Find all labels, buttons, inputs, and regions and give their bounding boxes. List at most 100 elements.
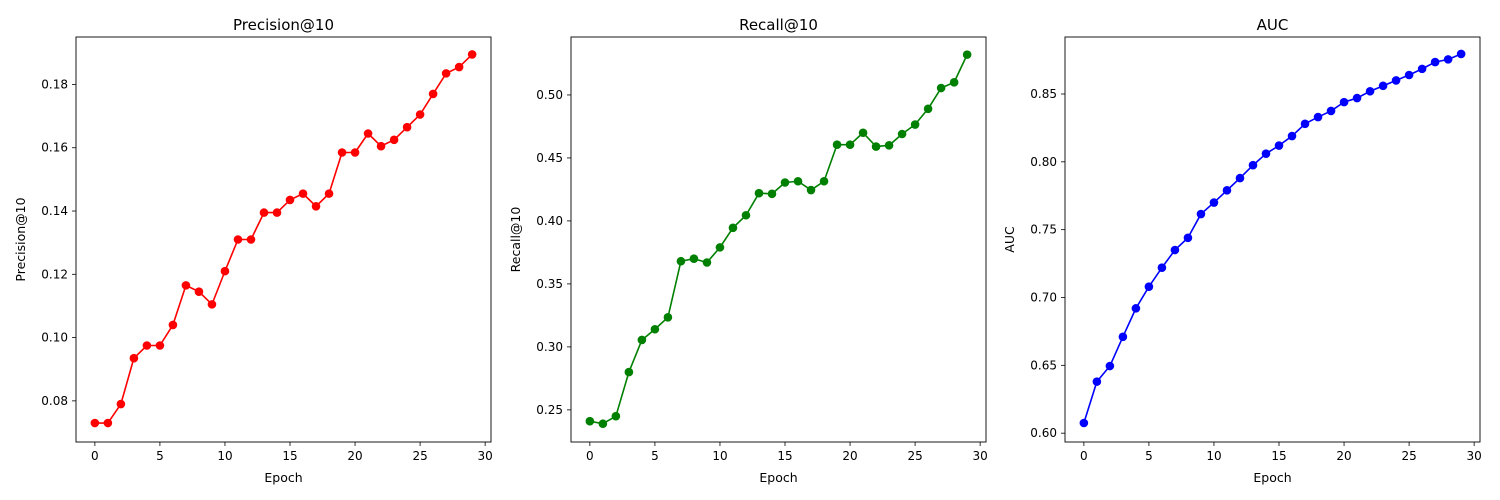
- data-point: [728, 223, 738, 233]
- chart-title: Recall@10: [739, 16, 818, 34]
- data-point: [1456, 49, 1466, 59]
- x-tick-label: 25: [1401, 449, 1416, 463]
- data-point: [923, 104, 933, 114]
- y-tick-label: 0.50: [536, 88, 563, 102]
- data-point: [754, 188, 764, 198]
- series-line: [94, 53, 473, 424]
- data-point: [1300, 119, 1310, 129]
- y-tick-label: 0.35: [536, 277, 563, 291]
- x-tick-label: 10: [712, 449, 727, 463]
- data-point: [1183, 233, 1193, 243]
- data-point: [1352, 93, 1362, 103]
- data-point: [246, 235, 256, 244]
- data-point: [650, 324, 660, 334]
- data-point: [1391, 76, 1401, 85]
- y-tick-label: 0.25: [536, 403, 563, 417]
- y-tick-label: 0.30: [536, 340, 563, 354]
- axes-frame: [1064, 36, 1481, 443]
- data-point: [285, 195, 295, 205]
- axes-frame: [570, 36, 987, 443]
- x-tick-label: 0: [91, 449, 99, 463]
- y-tick-label: 0.60: [1030, 426, 1057, 440]
- data-point: [611, 411, 621, 421]
- data-point: [233, 235, 243, 244]
- data-point: [129, 353, 139, 363]
- y-tick-label: 0.18: [41, 77, 68, 91]
- x-tick-label: 10: [1206, 449, 1221, 463]
- data-point: [1417, 64, 1427, 74]
- y-tick-label: 0.12: [41, 267, 68, 281]
- data-point: [1196, 209, 1206, 219]
- data-point: [624, 367, 634, 377]
- data-point: [1131, 304, 1141, 313]
- data-point: [780, 178, 790, 187]
- data-point: [467, 50, 477, 59]
- y-axis-label: Recall@10: [508, 207, 523, 273]
- data-point: [1404, 70, 1414, 80]
- data-point: [350, 148, 360, 157]
- data-point: [1105, 361, 1115, 371]
- x-tick-label: 5: [156, 449, 164, 463]
- data-point: [910, 120, 920, 129]
- data-point: [1443, 55, 1453, 64]
- y-tick-label: 0.70: [1030, 291, 1057, 305]
- data-point: [637, 335, 647, 345]
- data-point: [845, 140, 855, 150]
- data-point: [702, 258, 712, 267]
- data-point: [897, 129, 907, 139]
- data-point: [585, 416, 595, 426]
- x-tick-label: 20: [1336, 449, 1351, 463]
- data-point: [689, 254, 699, 264]
- data-point: [1287, 131, 1297, 141]
- axes-frame: [75, 36, 492, 443]
- data-point: [337, 148, 347, 157]
- data-point: [806, 185, 816, 195]
- x-tick-label: 30: [478, 449, 493, 463]
- data-point: [103, 418, 113, 428]
- data-point: [819, 176, 829, 186]
- data-point: [207, 300, 217, 309]
- x-tick-label: 30: [1467, 449, 1482, 463]
- data-point: [1157, 263, 1167, 272]
- data-point: [1092, 377, 1102, 386]
- data-point: [1274, 141, 1284, 150]
- data-point: [663, 312, 673, 322]
- chart-panel-3: AUC 0 5 10 15 20 25 30 0.60 0.65 0.70 0.75 0.80 0.85 E…: [1002, 16, 1482, 485]
- data-point: [1313, 112, 1323, 122]
- y-axis-label: Precision@10: [13, 197, 28, 281]
- data-point: [441, 69, 451, 78]
- x-tick-label: 5: [651, 449, 659, 463]
- data-point: [376, 141, 386, 151]
- y-tick-label: 0.85: [1030, 87, 1057, 101]
- data-point: [90, 418, 100, 428]
- x-tick-label: 0: [1080, 449, 1088, 463]
- data-point: [363, 129, 373, 138]
- chart-title: Precision@10: [233, 16, 334, 34]
- data-point: [389, 135, 399, 145]
- data-point: [1339, 97, 1349, 107]
- data-point: [884, 141, 894, 150]
- x-tick-label: 15: [282, 449, 297, 463]
- y-tick-label: 0.45: [536, 151, 563, 165]
- data-point: [220, 266, 230, 276]
- chart-panel-1: Precision@10 0 5 10 15 20 25 30 0.08 0.10 0.12 0.14…: [13, 16, 493, 485]
- data-point: [793, 176, 803, 186]
- data-point: [142, 341, 152, 350]
- data-point: [676, 256, 686, 266]
- data-point: [1326, 106, 1336, 116]
- data-point: [598, 419, 608, 429]
- x-axis-label: Epoch: [759, 470, 797, 485]
- series-line: [589, 54, 968, 425]
- chart-title: AUC: [1257, 16, 1289, 34]
- data-point: [1378, 81, 1388, 91]
- data-point: [1170, 245, 1180, 255]
- y-tick-label: 0.65: [1030, 358, 1057, 372]
- data-point: [194, 287, 204, 297]
- data-point: [259, 208, 269, 217]
- data-point: [1261, 149, 1271, 158]
- data-point: [116, 399, 126, 409]
- y-tick-label: 0.14: [41, 204, 68, 218]
- data-point: [168, 320, 178, 330]
- data-point: [858, 128, 868, 138]
- data-point: [1144, 282, 1154, 291]
